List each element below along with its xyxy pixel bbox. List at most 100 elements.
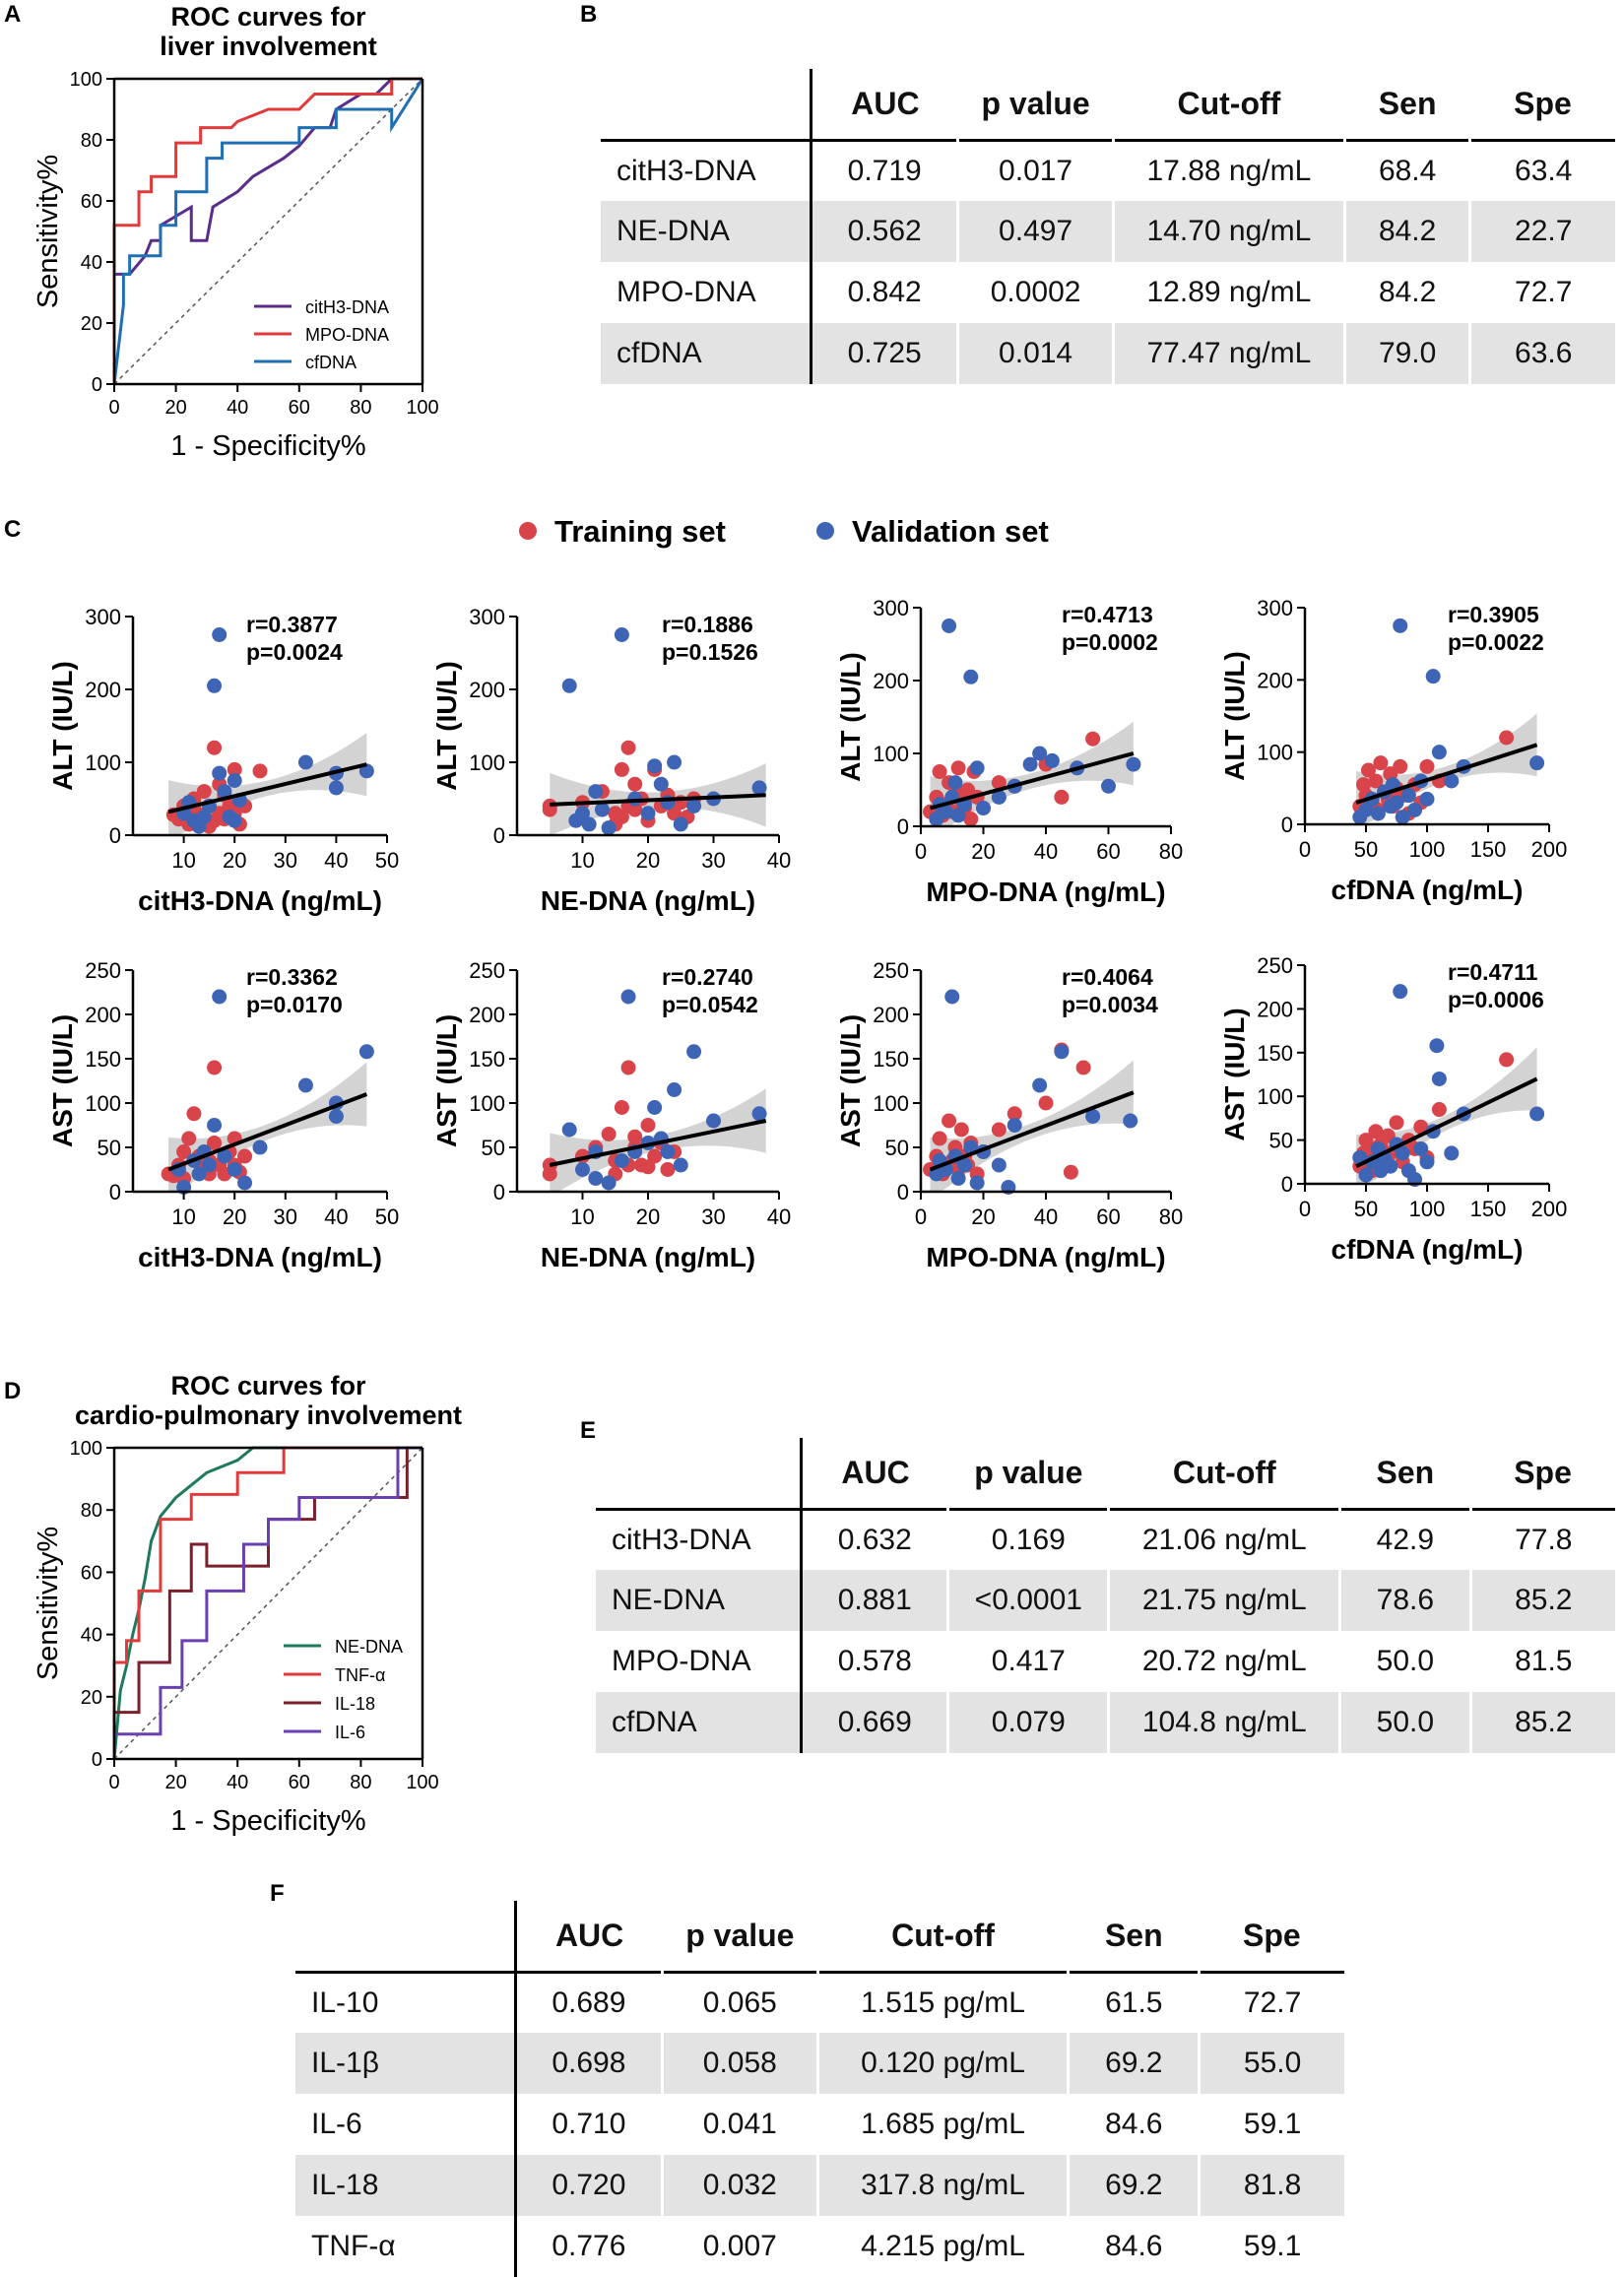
training-point [601, 1127, 617, 1141]
x-tick-label: 40 [767, 848, 791, 873]
y-tick-label: 150 [469, 1047, 505, 1072]
x-tick-label: 0 [915, 839, 927, 864]
table-cell: 69.2 [1067, 2155, 1200, 2216]
y-tick-label: 100 [1257, 1084, 1293, 1109]
y-tick-label: 0 [897, 1180, 909, 1204]
table-cell: 17.88 ng/mL [1111, 140, 1345, 201]
x-tick-label: 40 [1034, 839, 1058, 864]
table-header-cell [295, 1901, 517, 1972]
table-cell: 104.8 ng/mL [1107, 1692, 1340, 1753]
x-tick-label: 10 [570, 1204, 594, 1229]
training-point [1393, 758, 1408, 774]
validation-point [751, 1106, 767, 1122]
table-cell: 0.417 [946, 1631, 1109, 1692]
x-tick-label: 50 [1354, 837, 1378, 862]
table-header-cell: p value [974, 1454, 1083, 1490]
training-point [252, 763, 268, 779]
training-point [991, 1122, 1007, 1138]
x-tick-label: 100 [1409, 1197, 1446, 1221]
validation-point [201, 1157, 217, 1173]
table-header-cell: AUC [841, 1454, 910, 1490]
y-tick-label: 0 [109, 1180, 121, 1204]
table-cell: 0.014 [956, 323, 1114, 384]
table-header-cell: Spe [1514, 1454, 1572, 1490]
y-axis-title: Sensitivity% [32, 155, 64, 308]
x-tick-label: 20 [636, 848, 660, 873]
validation-point [561, 678, 577, 693]
table-row: NE-DNA 0.881 <0.0001 21.75 ng/mL 78.6 85.2 [596, 1570, 1615, 1631]
table-header-cell: Cut-off [1177, 85, 1281, 121]
validation-point [328, 1109, 344, 1124]
row-label-cell: citH3-DNA [596, 1509, 804, 1570]
y-tick-label: 250 [85, 958, 121, 983]
regression-line [549, 1119, 767, 1167]
table-cell: 22.7 [1468, 201, 1615, 262]
y-tick-label: 0 [1281, 1172, 1293, 1197]
row-label-cell: cfDNA [596, 1692, 804, 1753]
r-value: r=0.2740 [662, 964, 753, 990]
y-tick-label: 100 [70, 1438, 102, 1460]
validation-point [944, 989, 960, 1005]
x-tick-label: 40 [324, 848, 348, 873]
table-cell: 50.0 [1338, 1631, 1471, 1692]
table-cell: 84.2 [1342, 262, 1470, 323]
row-label-cell: TNF-α [295, 2216, 517, 2277]
y-axis-title: Sensitivity% [32, 1527, 64, 1680]
table-cell: 0.169 [946, 1509, 1109, 1570]
x-axis-title: cfDNA (ng/mL) [1332, 1234, 1524, 1265]
y-tick-label: 0 [109, 823, 121, 848]
validation-point [191, 1166, 207, 1182]
validation-point [1419, 791, 1435, 807]
y-tick-label: 200 [469, 1003, 505, 1027]
validation-point [1393, 984, 1408, 1000]
y-axis-title: AST (IU/L) [431, 1014, 462, 1147]
table-cell: 68.4 [1342, 140, 1470, 201]
x-tick-label: 30 [701, 1204, 725, 1229]
x-tick-label: 30 [274, 848, 297, 873]
table-cell: 85.2 [1468, 1570, 1615, 1631]
regression-line [550, 793, 766, 807]
row-label-cell: cfDNA [601, 323, 813, 384]
table-cell: 42.9 [1338, 1509, 1471, 1570]
table-liver-roc: AUC p value Cut-off Sen Spe citH3-DNA 0.719 0.… [601, 69, 1615, 384]
regression-line [167, 762, 367, 814]
x-tick-label: 200 [1531, 837, 1568, 862]
r-value: r=0.1886 [662, 612, 753, 637]
y-axis-title: AST (IU/L) [1219, 1008, 1250, 1140]
validation-point [297, 1077, 313, 1093]
table-cell: 0.669 [800, 1692, 948, 1753]
validation-point [1429, 1038, 1445, 1054]
x-tick-label: 0 [1299, 1197, 1311, 1221]
x-tick-label: 10 [171, 848, 195, 873]
r-value: r=0.4711 [1448, 959, 1538, 985]
validation-point [1393, 618, 1408, 633]
y-tick-label: 200 [873, 1003, 909, 1027]
x-tick-label: 10 [570, 848, 594, 873]
training-point [1368, 1124, 1384, 1139]
table-cell: 84.6 [1067, 2094, 1200, 2155]
regression-line [929, 1090, 1135, 1172]
table-cell: 55.0 [1198, 2033, 1344, 2094]
y-axis-title: ALT (IU/L) [431, 661, 462, 791]
validation-point [1529, 755, 1545, 771]
validation-point [227, 1162, 242, 1177]
roc-line-il-6 [112, 1446, 422, 1759]
table-cell: 59.1 [1198, 2094, 1344, 2155]
y-tick-label: 0 [92, 374, 102, 396]
table-cell: 0.719 [810, 140, 958, 201]
table-cell: 69.2 [1067, 2033, 1200, 2094]
table-cell: 84.6 [1067, 2216, 1200, 2277]
validation-point [237, 1175, 253, 1191]
table-header-cell: Sen [1376, 1454, 1435, 1490]
validation-point [207, 1118, 223, 1133]
y-tick-label: 40 [81, 1625, 102, 1647]
x-tick-label: 80 [350, 1772, 371, 1793]
training-point [614, 810, 629, 824]
y-tick-label: 200 [873, 669, 909, 693]
scatter-chart-c2: 10 20 30 40 0 100 200 300 NE-DNA (ng/mL) ALT (IU/… [431, 605, 791, 916]
table-row: citH3-DNA 0.719 0.017 17.88 ng/mL 68.4 63.4 [601, 140, 1615, 201]
validation-point [1407, 802, 1423, 817]
x-tick-label: 80 [1159, 839, 1183, 864]
row-label-cell: IL-18 [295, 2155, 517, 2216]
